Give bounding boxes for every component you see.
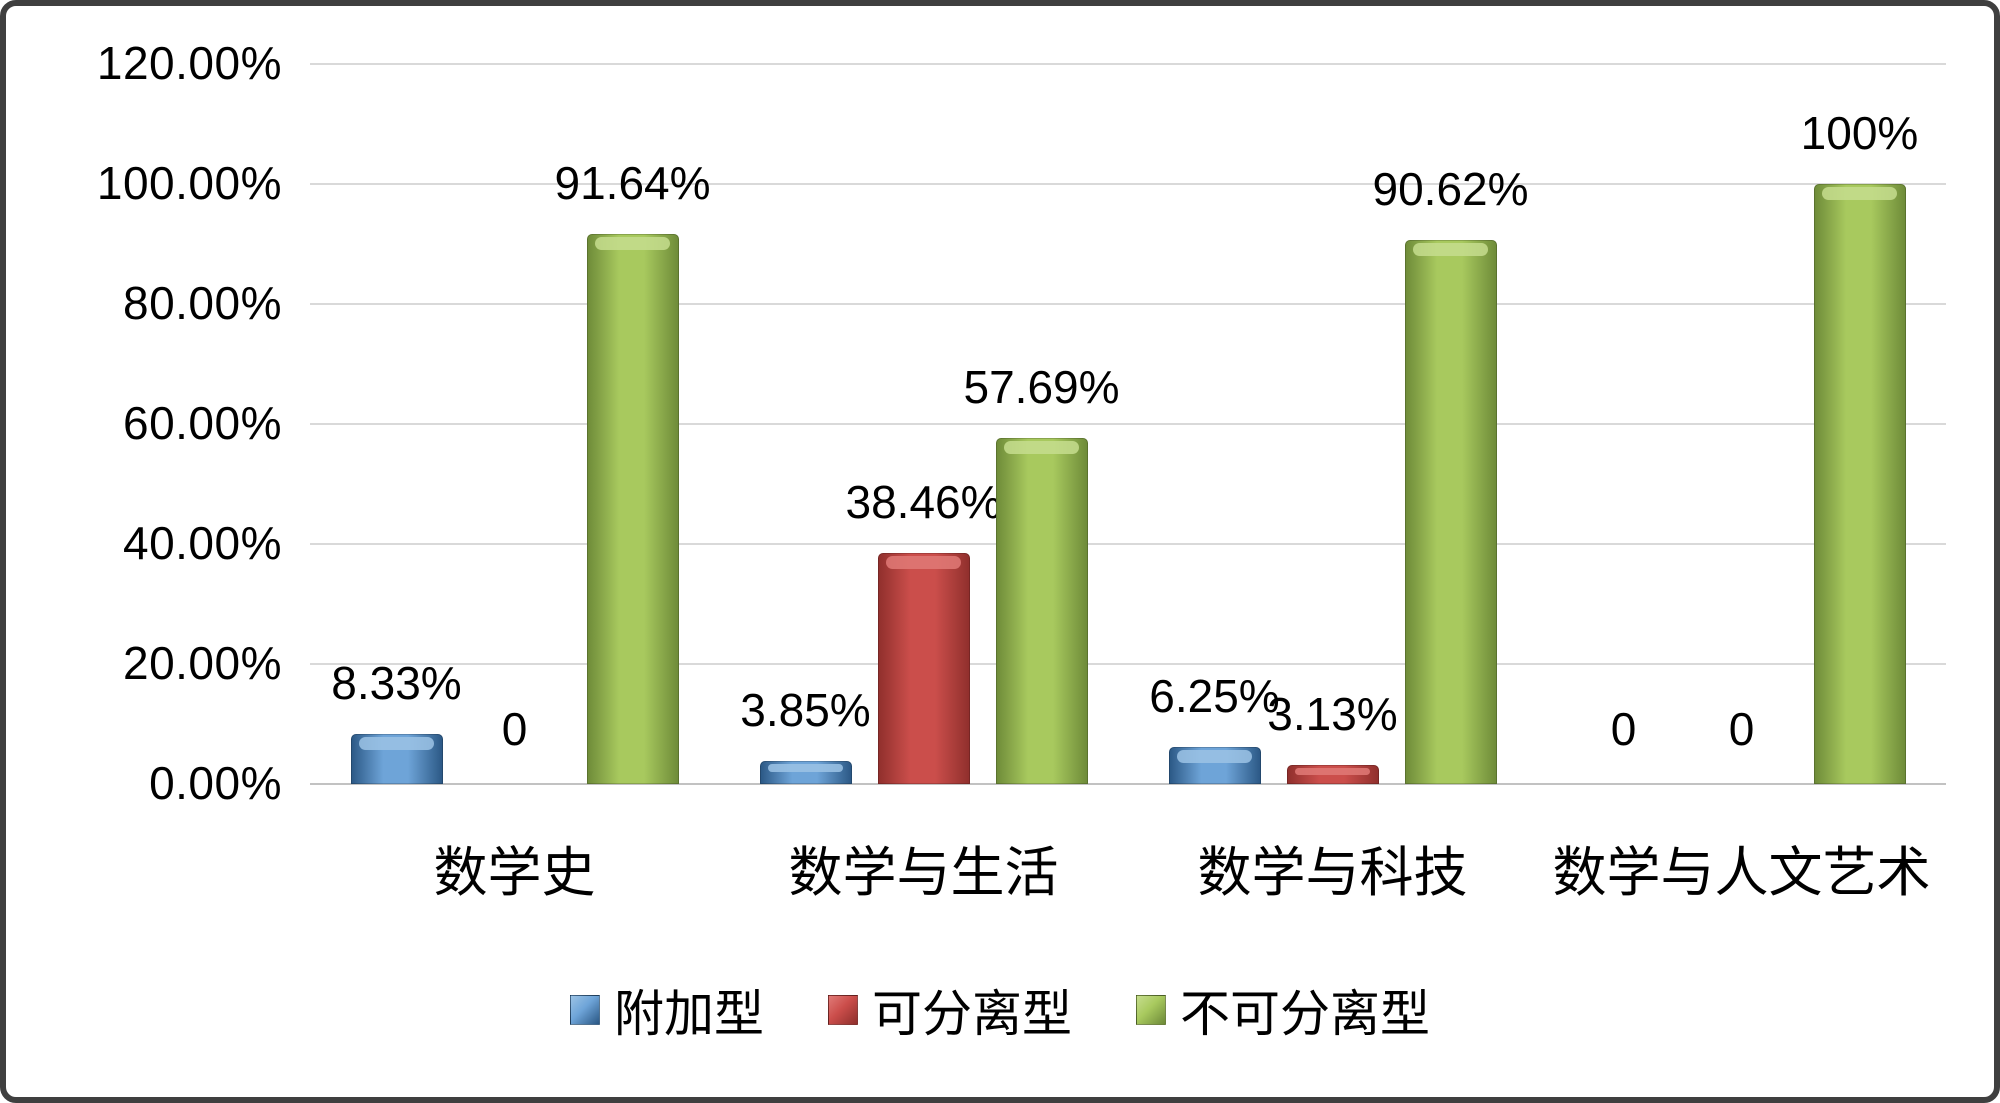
- gridline: [310, 183, 1946, 185]
- y-axis-tick: 80.00%: [122, 276, 282, 329]
- bar-可分离型: [1286, 765, 1379, 784]
- bar-slot: 90.62%: [1372, 64, 1529, 784]
- bar-slot: 3.13%: [1267, 64, 1398, 784]
- category-label: 数学与生活: [788, 843, 1059, 903]
- bar-slot: 0: [1696, 64, 1788, 784]
- y-axis-tick: 100.00%: [96, 156, 282, 209]
- plot-area: 0.00% 20.00% 40.00% 60.00% 80.00% 100.00% 120.…: [97, 37, 1946, 809]
- bar-slots: 6.25% 3.13% 90.62%: [1149, 64, 1529, 784]
- legend-label: 不可分离型: [1180, 986, 1430, 1042]
- data-label: 57.69%: [963, 360, 1120, 413]
- bar-top-highlight: [1294, 768, 1371, 775]
- data-label: 91.64%: [554, 157, 711, 210]
- data-label: 3.13%: [1267, 688, 1398, 741]
- data-label: 100%: [1800, 107, 1919, 159]
- bar-top-highlight: [1821, 187, 1898, 200]
- data-label: 6.25%: [1149, 669, 1280, 722]
- gridline: [310, 303, 1946, 305]
- gridlines: [310, 63, 1946, 785]
- bar-附加型: [350, 734, 443, 784]
- data-label: 8.33%: [331, 657, 462, 710]
- bar-top-highlight: [885, 556, 962, 570]
- legend-item: 附加型: [570, 974, 764, 1046]
- bar-不可分离型: [1813, 184, 1906, 784]
- legend-label: 附加型: [614, 986, 764, 1042]
- bar-slot: 0: [469, 64, 561, 784]
- category-label: 数学与科技: [1197, 843, 1468, 903]
- bar-slot: 38.46%: [845, 64, 1002, 784]
- bar-slot: 3.85%: [740, 64, 871, 784]
- bar-slot: 91.64%: [554, 64, 711, 784]
- gridline: [310, 543, 1946, 545]
- bar-top-highlight: [1176, 749, 1253, 763]
- category-labels: 数学史 数学与生活 数学与科技 数学与人文艺术: [310, 828, 1946, 907]
- category-group: 6.25% 3.13% 90.62%: [1128, 64, 1537, 784]
- category-group: 8.33% 0 91.64%: [310, 64, 719, 784]
- bar-不可分离型: [1404, 240, 1497, 784]
- bar-slots: 8.33% 0 91.64%: [331, 64, 711, 784]
- bar-top-highlight: [1003, 440, 1080, 454]
- y-axis: 0.00% 20.00% 40.00% 60.00% 80.00% 100.00% 120.…: [97, 37, 1946, 809]
- data-label: 3.85%: [740, 683, 871, 736]
- gridline: [310, 63, 1946, 65]
- y-axis-tick: 20.00%: [122, 636, 282, 689]
- y-axis-tick: 0.00%: [149, 756, 282, 809]
- y-axis-tick: 60.00%: [122, 396, 282, 449]
- bar-附加型: [1168, 746, 1261, 784]
- data-label: 0: [1728, 703, 1755, 755]
- gridline: [310, 783, 1946, 785]
- bar-top-highlight: [358, 737, 435, 751]
- bar-不可分离型: [995, 437, 1088, 784]
- legend-marker: [828, 995, 858, 1025]
- legend-item: 可分离型: [828, 974, 1072, 1046]
- bar-top-highlight: [1412, 243, 1489, 257]
- category-group: 0 0 100%: [1537, 64, 1946, 784]
- bar-slots: 0 0 100%: [1578, 64, 1918, 784]
- bar-slot: 6.25%: [1149, 64, 1280, 784]
- bar-附加型: [759, 760, 852, 784]
- y-axis-tick: 40.00%: [122, 516, 282, 569]
- data-label: 38.46%: [845, 476, 1002, 529]
- gridline: [310, 423, 1946, 425]
- legend-label: 可分离型: [872, 986, 1072, 1042]
- bar-slot: 57.69%: [963, 64, 1120, 784]
- bar-slot: 100%: [1801, 64, 1918, 784]
- bar-top-highlight: [767, 763, 844, 772]
- gridline: [310, 663, 1946, 665]
- bar-top-highlight: [594, 237, 671, 251]
- category-label: 数学与人文艺术: [1552, 843, 1931, 903]
- bar-slots: 3.85% 38.46% 57.69%: [740, 64, 1120, 784]
- bar-不可分离型: [586, 234, 679, 784]
- bar-slot: 8.33%: [331, 64, 462, 784]
- data-label: 90.62%: [1372, 163, 1529, 216]
- data-label: 0: [1610, 703, 1637, 755]
- bar-可分离型: [877, 553, 970, 784]
- category-label: 数学史: [433, 843, 596, 903]
- data-label: 0: [501, 703, 528, 755]
- legend-marker: [570, 995, 600, 1025]
- y-axis-tick: 120.00%: [96, 36, 282, 89]
- bar-slot: 0: [1578, 64, 1670, 784]
- legend-marker: [1136, 995, 1166, 1025]
- category-group: 3.85% 38.46% 57.69%: [719, 64, 1128, 784]
- legend: 附加型 可分离型 不可分离型: [6, 974, 1994, 1046]
- legend-item: 不可分离型: [1136, 974, 1430, 1046]
- bar-groups: 8.33% 0 91.64% 3.85% 38.46% 57.69% 6.25% 3.13% 9…: [310, 64, 1946, 784]
